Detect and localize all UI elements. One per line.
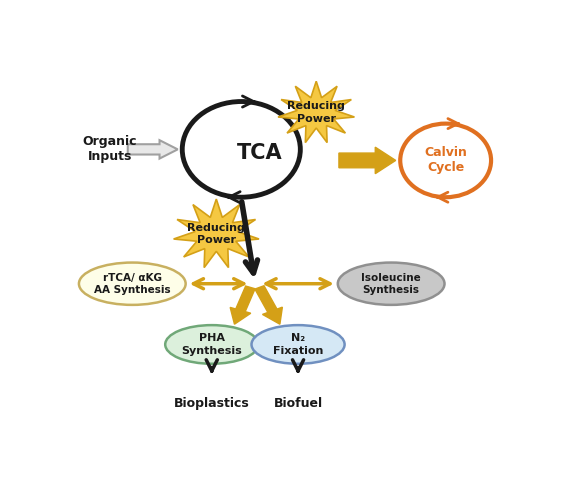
FancyArrow shape [339, 147, 396, 174]
Polygon shape [173, 199, 259, 268]
Ellipse shape [165, 325, 258, 364]
Text: N₂
Fixation: N₂ Fixation [273, 333, 323, 356]
Text: Reducing
Power: Reducing Power [287, 101, 345, 124]
Text: Biofuel: Biofuel [274, 397, 323, 410]
Text: Reducing
Power: Reducing Power [188, 223, 246, 245]
FancyArrow shape [255, 286, 282, 324]
Text: TCA: TCA [237, 143, 282, 163]
Polygon shape [278, 81, 355, 142]
Text: Organic
Inputs: Organic Inputs [82, 135, 137, 163]
Text: Isoleucine
Synthesis: Isoleucine Synthesis [362, 272, 421, 295]
Ellipse shape [338, 262, 445, 305]
Text: rTCA/ αKG
AA Synthesis: rTCA/ αKG AA Synthesis [94, 272, 171, 295]
Text: PHA
Synthesis: PHA Synthesis [182, 333, 242, 356]
Polygon shape [128, 140, 178, 159]
Text: Bioplastics: Bioplastics [174, 397, 250, 410]
Ellipse shape [251, 325, 345, 364]
Text: Calvin
Cycle: Calvin Cycle [424, 146, 467, 174]
Ellipse shape [79, 262, 186, 305]
FancyArrow shape [230, 286, 255, 324]
